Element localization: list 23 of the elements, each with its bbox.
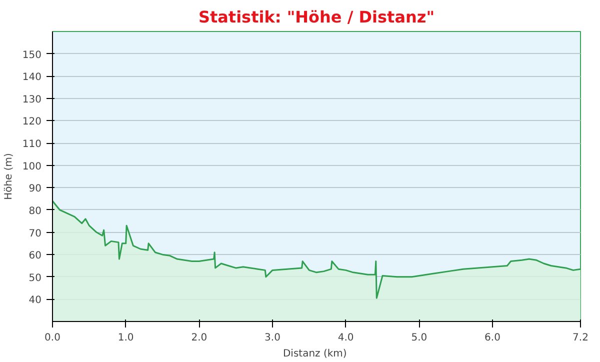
y-tick-label: 40 — [28, 295, 42, 306]
x-tick-label: 3.0 — [264, 332, 280, 344]
x-tick-label: 7.2 — [572, 332, 588, 344]
x-tick-label: 4.0 — [338, 332, 354, 344]
y-tick-label: 130 — [22, 94, 42, 106]
y-tick-label: 80 — [28, 206, 42, 217]
y-tick-label: 60 — [28, 250, 42, 262]
x-axis-title: Distanz (km) — [282, 348, 347, 360]
y-tick-label: 140 — [22, 72, 42, 84]
y-tick-label: 110 — [22, 139, 42, 150]
x-tick-label: 5.0 — [411, 332, 428, 344]
y-tick-label: 120 — [22, 116, 42, 128]
y-tick-label: 50 — [28, 272, 42, 284]
y-axis-title: Höhe (m) — [3, 152, 14, 200]
y-tick-label: 90 — [28, 184, 42, 195]
x-tick-label: 1.0 — [118, 332, 134, 344]
y-tick-label: 70 — [28, 228, 42, 240]
x-tick-label: 6.0 — [484, 332, 500, 344]
y-tick-label: 100 — [22, 161, 42, 172]
y-tick-label: 150 — [22, 50, 42, 61]
chart-title: Statistik: "Höhe / Distanz" — [198, 8, 435, 26]
x-tick-label: 2.0 — [191, 332, 208, 344]
x-tick-label: 0.0 — [44, 332, 60, 344]
